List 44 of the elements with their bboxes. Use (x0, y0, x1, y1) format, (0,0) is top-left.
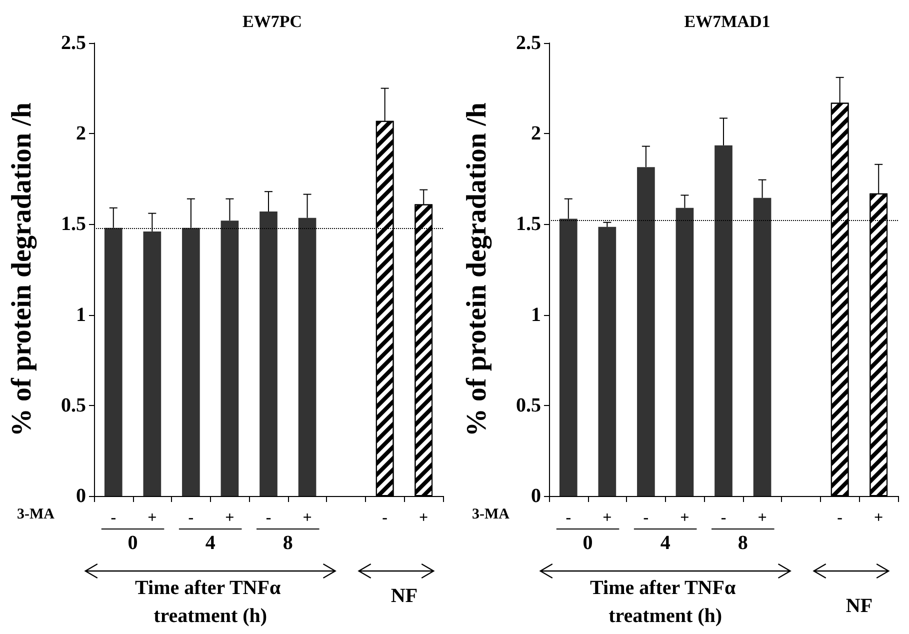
text: 4 (205, 532, 216, 554)
x-axis-title: Time after TNFα treatment (h) (590, 577, 740, 627)
y-tick-label: 1.5 (61, 213, 86, 236)
text: 4 (660, 532, 670, 554)
y-tick-label: 2 (76, 122, 86, 145)
text: NF (845, 595, 872, 617)
chart-title: EW7MAD1 (684, 12, 770, 31)
text: 3-MA (472, 506, 510, 522)
y-tick-label: 1 (530, 304, 540, 326)
x-tick-label: - (565, 510, 571, 526)
text: 3-MA (17, 506, 55, 522)
x-tick-label: - (110, 510, 116, 526)
y-tick-label: 0.5 (516, 394, 540, 416)
y-tick-label: 2.5 (61, 32, 86, 54)
y-tick-label: 2.5 (516, 32, 540, 54)
y-axis-title: % of protein degradation /h (6, 102, 38, 436)
x-tick-label: - (188, 510, 194, 526)
y-tick-label: 0 (76, 485, 86, 507)
x-tick-label: + (225, 510, 234, 526)
x-tick-label: + (680, 510, 689, 526)
x-tick-label: + (419, 510, 428, 526)
y-tick-label: 2 (530, 122, 540, 145)
x-tick-label: - (382, 510, 388, 526)
y-axis-title: % of protein degradation /h (461, 102, 492, 436)
x-tick-label: + (874, 510, 883, 526)
x-tick-label: - (720, 510, 726, 526)
text: 8 (737, 532, 748, 554)
text: NF (390, 585, 418, 607)
x-tick-label: - (642, 510, 648, 526)
text: 0 (128, 532, 138, 554)
x-tick-label: + (757, 510, 766, 526)
x-tick-label: - (266, 510, 272, 526)
y-tick-label: 0 (530, 485, 540, 507)
x-tick-label: + (602, 510, 612, 526)
y-tick-label: 0.5 (61, 394, 86, 416)
text: 8 (282, 532, 293, 554)
chart-title: EW7PC (242, 12, 302, 31)
y-tick-label: 1 (76, 304, 86, 326)
x-tick-label: + (302, 510, 312, 526)
x-axis-title: Time after TNFα treatment (h) (135, 577, 286, 627)
x-tick-label: + (148, 510, 157, 526)
x-tick-label: - (836, 510, 842, 526)
text: 0 (582, 532, 592, 554)
y-tick-label: 1.5 (516, 213, 540, 236)
